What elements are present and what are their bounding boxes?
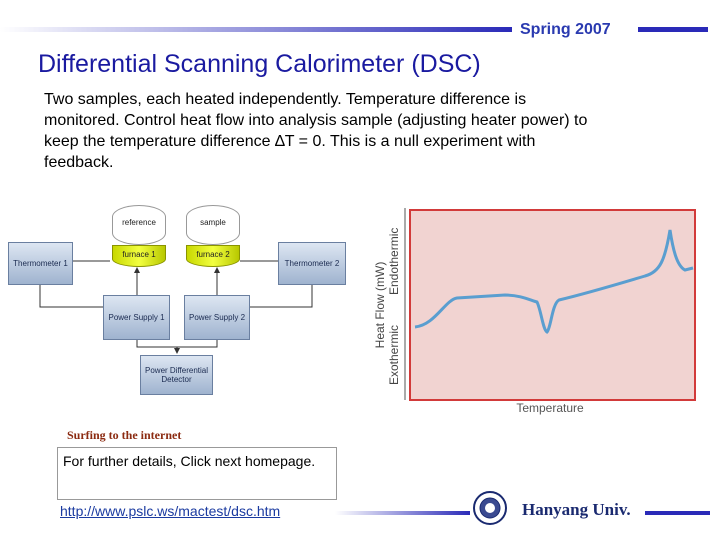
link-heading: Surfing to the internet (67, 428, 182, 442)
term: Spring 2007 (520, 21, 611, 38)
link[interactable]: http://www.pslc.ws/mactest/dsc.htm (60, 503, 281, 519)
note-box: For further details, Click next homepage… (57, 447, 337, 500)
header-bar (0, 27, 512, 32)
x-label: Temperature (516, 401, 584, 415)
exothermic-label: Exothermic (387, 325, 401, 385)
power-supply: Power Supply 1 (103, 295, 170, 340)
slide-title: Differential Scanning Calorimeter (DSC) (38, 50, 481, 78)
reference-pan: reference (112, 205, 166, 245)
furnace: furnace 1 (112, 245, 166, 267)
thermometer: Thermometer 2 (278, 242, 346, 285)
body-text: Two samples, each heated independently. … (44, 91, 588, 171)
diagram-lines (39, 260, 313, 354)
sample-pan: sample (186, 205, 240, 245)
endothermic-label: Endothermic (387, 228, 401, 295)
header-bar (638, 27, 708, 32)
power-supply: Power Supply 2 (184, 295, 250, 340)
furnace: furnace 2 (186, 245, 240, 267)
plot-area (409, 209, 696, 401)
footer-bar (335, 511, 470, 515)
university: Hanyang Univ. (522, 500, 631, 519)
logo (473, 491, 507, 525)
dsc-plot: Heat Flow (mW) Exothermic Endothermic Te… (373, 208, 696, 415)
dsc-curve (414, 229, 694, 334)
thermometer: Thermometer 1 (8, 242, 73, 285)
footer-bar (645, 511, 710, 515)
y-label: Heat Flow (mW) (373, 262, 387, 349)
detector: Power Differential Detector (140, 355, 213, 395)
